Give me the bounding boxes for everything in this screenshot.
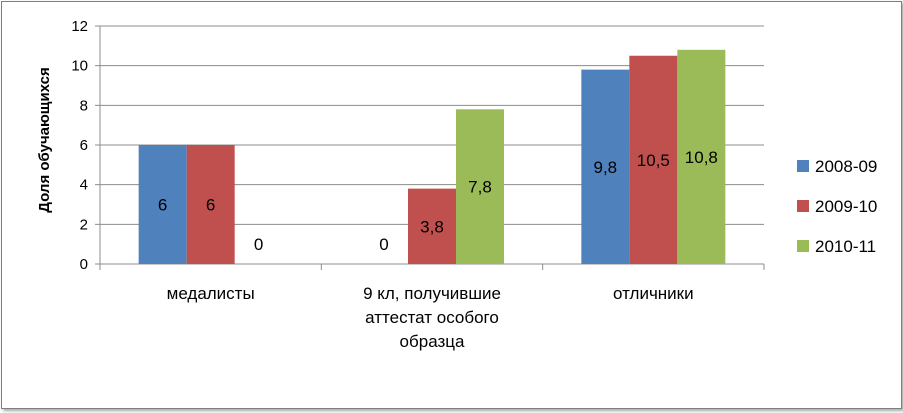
y-tick-label: 6 [80,137,88,154]
bar-chart: 6 6 0 3,8 7,8 9,8 10,5 10,8 0 0 2 4 6 8 10 12 медалист… [36,18,877,351]
y-tick-labels: 0 2 4 6 8 10 12 [71,18,88,273]
y-axis-label: Доля обучающихся [36,67,53,212]
bar-2010-11 [677,49,726,264]
x-category-label: медалисты [167,284,255,303]
legend-swatch [797,200,809,212]
bars [138,49,726,264]
data-label: 10,8 [685,148,718,167]
data-label: 0 [254,235,263,254]
data-label: 3,8 [420,217,444,236]
data-labels: 6 6 0 3,8 7,8 9,8 10,5 10,8 0 [158,148,718,254]
legend-label: 2010-11 [815,237,876,256]
legend-label: 2009-10 [815,197,877,216]
y-tick-label: 4 [80,177,88,194]
data-label: 6 [206,196,215,215]
bar-2009-10 [408,188,456,264]
y-tick-label: 10 [71,58,88,75]
y-tick-label: 8 [80,97,88,114]
x-category-label: аттестат особого [365,308,499,327]
y-tick-label: 0 [80,256,88,273]
data-label: 7,8 [468,178,492,197]
y-tick-label: 12 [71,18,88,35]
data-label: 6 [158,196,167,215]
legend-swatch [797,240,809,252]
legend-swatch [797,160,809,172]
bar-2009-10 [629,55,678,264]
x-category-label: образца [400,332,465,351]
x-category-labels: медалисты 9 кл, получившие аттестат особог… [167,284,694,351]
bar-2008-09 [581,69,630,264]
x-category-label: 9 кл, получившие [363,284,501,303]
data-label: 0 [379,235,388,254]
data-label: 10,5 [637,151,670,170]
bar-2010-11 [456,109,504,264]
data-label: 9,8 [594,158,618,177]
y-tick-label: 2 [80,216,88,233]
bar-2008-09 [138,145,187,264]
legend-label: 2008-09 [815,157,877,176]
bar-2009-10 [186,145,235,264]
x-category-label: отличники [613,284,694,303]
legend: 2008-09 2009-10 2010-11 [797,157,877,256]
